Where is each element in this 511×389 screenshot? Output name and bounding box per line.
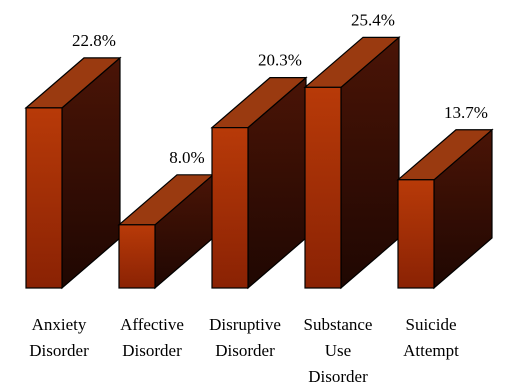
bar-affective-disorder: [117, 173, 215, 290]
category-label-line: Attempt: [403, 341, 459, 360]
bar-front-face: [211, 127, 249, 289]
value-label: 22.8%: [72, 31, 116, 50]
category-label-line: Disruptive: [209, 315, 281, 334]
bar-suicide-attempt: [396, 128, 494, 290]
bar-anxiety-disorder: [24, 56, 122, 290]
category-label-line: Disorder: [29, 341, 89, 360]
bar-front-face: [304, 86, 342, 289]
value-labels-group: 22.8% 8.0% 20.3% 25.4% 13.7%: [72, 10, 488, 166]
category-label-line: Disorder: [308, 367, 368, 386]
category-label-line: Disorder: [215, 341, 275, 360]
category-label: Affective Disorder: [120, 315, 184, 360]
category-label-line: Anxiety: [32, 315, 87, 334]
category-label-line: Affective: [120, 315, 184, 334]
category-label-line: Use: [325, 341, 351, 360]
bar-front-face: [25, 107, 63, 289]
category-label-line: Suicide: [406, 315, 457, 334]
bar-front-face: [118, 224, 156, 289]
category-label: Disruptive Disorder: [209, 315, 281, 360]
value-label: 13.7%: [444, 103, 488, 122]
category-label: Suicide Attempt: [403, 315, 459, 360]
value-label: 20.3%: [258, 51, 302, 70]
bar-front-face: [397, 179, 435, 289]
bar-disruptive-disorder: [210, 76, 308, 290]
category-label: Substance Use Disorder: [304, 315, 373, 386]
category-label-line: Substance: [304, 315, 373, 334]
category-label-line: Disorder: [122, 341, 182, 360]
value-label: 8.0%: [169, 148, 204, 167]
bars-group: [24, 36, 494, 290]
bar-substance-use-disorder: [303, 36, 401, 290]
category-label: Anxiety Disorder: [29, 315, 89, 360]
value-label: 25.4%: [351, 10, 395, 29]
